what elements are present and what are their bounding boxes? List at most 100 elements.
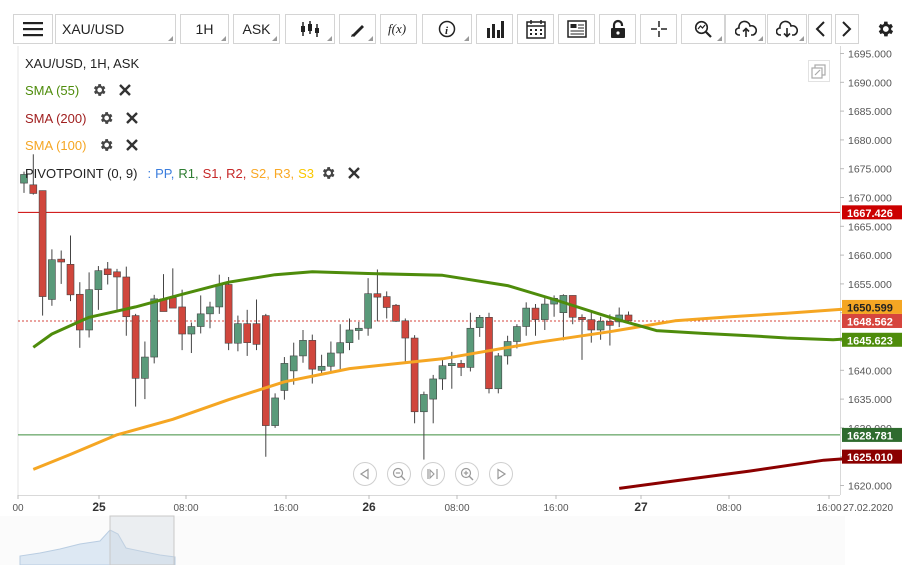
gear-icon[interactable] [91, 82, 107, 98]
gear-icon[interactable] [98, 137, 114, 153]
time-tick-label: 27 [634, 500, 648, 514]
price-tick-label: 1635.000 [848, 394, 892, 406]
candle [206, 301, 214, 329]
symbol-selector[interactable]: XAU/USD [55, 14, 176, 44]
legend-pivot-r3: R3, [273, 165, 295, 181]
candle [66, 235, 75, 302]
timeframe-label: 1H [195, 21, 214, 37]
candle-body [345, 329, 354, 343]
candle-body [373, 293, 382, 298]
zoom-in-icon [460, 467, 474, 481]
chart-title: XAU/USD, 1H, ASK [25, 56, 139, 71]
grid [17, 46, 841, 496]
nav-reset-button[interactable] [421, 462, 445, 486]
navigator-window[interactable] [109, 515, 175, 565]
legend-sma200[interactable]: SMA (200) [25, 110, 140, 126]
candle [438, 358, 447, 390]
lock-button[interactable] [599, 14, 636, 44]
triangle-right-icon [497, 468, 507, 480]
candle-body [364, 293, 372, 329]
candle [624, 311, 633, 323]
close-icon[interactable] [346, 165, 362, 181]
dropdown-corner-icon [221, 36, 226, 41]
price-tick-label: 1695.000 [848, 49, 892, 61]
candle-body [401, 320, 410, 339]
legend-sma55-label: SMA (55) [25, 82, 80, 98]
news-button[interactable] [558, 14, 595, 44]
expand-chart-button[interactable] [808, 60, 830, 82]
candle [85, 272, 93, 338]
candle [150, 294, 158, 364]
draw-pen-icon [350, 25, 364, 37]
candle [382, 291, 391, 319]
candle [122, 266, 131, 336]
last-price-tag: 1648.562 [842, 313, 902, 328]
cloud-upload-icon [734, 20, 757, 37]
volume-button[interactable] [476, 14, 513, 44]
candle [596, 316, 605, 340]
candle-body [475, 317, 484, 328]
candle [243, 309, 251, 356]
nav-zoom-out-button[interactable] [387, 462, 411, 486]
load-button[interactable] [767, 14, 807, 44]
crosshair-button[interactable] [640, 14, 677, 44]
candle-body [438, 365, 447, 380]
r1-price-tag-bg [842, 205, 902, 220]
draw-button[interactable] [339, 14, 376, 44]
legend-pivot-r2: R2, [226, 165, 247, 181]
candle [410, 335, 419, 424]
time-tick-label: 08:00 [444, 503, 469, 514]
candle-body [243, 323, 251, 343]
candle [392, 304, 400, 322]
legend-pivotpoint[interactable]: PIVOTPOINT (0, 9) : PP, R1, S1, R2, S2, … [25, 165, 362, 181]
candle-body [234, 323, 242, 344]
candle-body [85, 289, 93, 331]
lock-icon [610, 19, 625, 38]
settings-button[interactable] [865, 14, 905, 44]
last-price-tag-label: 1648.562 [847, 316, 893, 328]
legend-pivot-label: PIVOTPOINT (0, 9) [25, 165, 138, 181]
svg-text:f(x): f(x) [388, 21, 406, 36]
close-icon[interactable] [117, 82, 133, 98]
calendar-button[interactable] [517, 14, 554, 44]
candle-body [447, 363, 456, 366]
price-type-selector[interactable]: ASK [233, 14, 280, 44]
candle [522, 302, 531, 336]
nav-scroll-right-button[interactable] [489, 462, 513, 486]
price-tick-label: 1690.000 [848, 77, 892, 89]
gear-icon[interactable] [98, 110, 114, 126]
candle [113, 268, 121, 310]
candle [289, 342, 298, 385]
zoom-button[interactable] [681, 14, 725, 44]
menu-button[interactable] [13, 14, 53, 44]
chart-type-button[interactable] [285, 14, 335, 44]
close-icon[interactable] [124, 110, 140, 126]
sma100-line [32, 305, 889, 471]
gear-icon[interactable] [320, 165, 336, 181]
indicators-button[interactable]: f(x) [380, 14, 417, 44]
legend-sma55[interactable]: SMA (55) [25, 82, 133, 98]
candle [513, 324, 521, 349]
candle [57, 250, 66, 284]
close-icon[interactable] [124, 137, 140, 153]
scroll-right-button[interactable] [835, 14, 859, 44]
nav-scroll-left-button[interactable] [353, 462, 377, 486]
legend-sma100[interactable]: SMA (100) [25, 137, 140, 153]
navigator-area[interactable] [0, 515, 845, 565]
candle-body [466, 327, 475, 368]
scroll-left-button[interactable] [808, 14, 832, 44]
candle [196, 295, 205, 334]
price-tick-label: 1665.000 [848, 221, 892, 233]
candle-body [66, 264, 75, 296]
candle-body [382, 296, 391, 308]
dropdown-corner-icon [272, 36, 277, 41]
candle [252, 299, 261, 351]
timeframe-selector[interactable]: 1H [180, 14, 229, 44]
save-button[interactable] [725, 14, 766, 44]
nav-zoom-in-button[interactable] [455, 462, 479, 486]
volume-bars-icon [486, 21, 504, 38]
info-button[interactable]: i [422, 14, 472, 44]
legend-pivot-pp: PP, [155, 165, 175, 181]
time-axis[interactable]: 00 25 08:00 16:00 26 08:00 16:00 27 08:00 16:00 27… [12, 495, 893, 514]
